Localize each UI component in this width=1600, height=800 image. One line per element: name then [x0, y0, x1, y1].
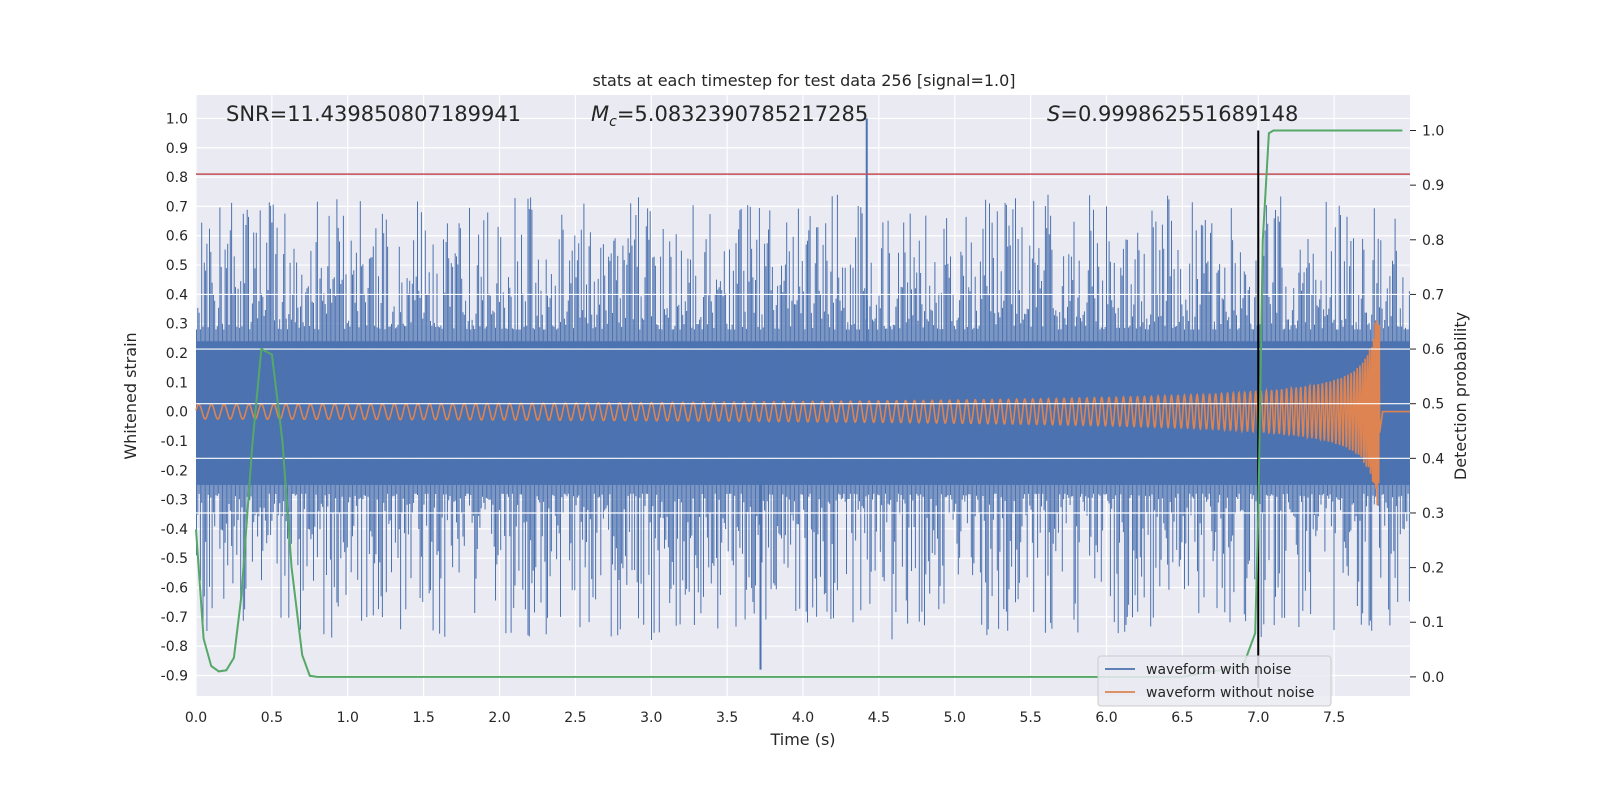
y-tick-label: 0.9 — [166, 141, 188, 157]
y2-tick-label: 0.6 — [1422, 342, 1444, 358]
x-tick-label: 1.0 — [337, 710, 359, 726]
y-axis-label: Whitened strain — [121, 332, 140, 459]
y-tick-label: 0.0 — [166, 405, 188, 421]
x-tick-label: 6.0 — [1095, 710, 1117, 726]
chirp-mass-symbol: M — [591, 102, 609, 126]
legend-label-clean: waveform without noise — [1146, 685, 1314, 701]
y2-tick-label: 1.0 — [1422, 124, 1444, 140]
y-tick-label: -0.3 — [161, 493, 188, 509]
score-value: =0.999862551689148 — [1060, 102, 1298, 126]
y-tick-label: 1.0 — [166, 111, 188, 127]
x-tick-label: 5.0 — [944, 710, 966, 726]
y-tick-label: -0.8 — [161, 639, 188, 655]
snr-annotation: SNR=11.439850807189941 — [226, 102, 521, 126]
x-tick-label: 6.5 — [1171, 710, 1193, 726]
x-tick-label: 1.5 — [412, 710, 434, 726]
y-tick-label: 0.6 — [166, 229, 188, 245]
chart-title: stats at each timestep for test data 256… — [592, 71, 1015, 90]
x-tick-label: 2.0 — [488, 710, 510, 726]
score-annotation: S=0.999862551689148 — [1047, 102, 1298, 126]
x-tick-label: 4.0 — [792, 710, 814, 726]
x-tick-label: 7.0 — [1247, 710, 1269, 726]
y2-tick-label: 0.5 — [1422, 397, 1444, 413]
y-tick-label: 0.7 — [166, 199, 188, 215]
y-tick-label: 0.5 — [166, 258, 188, 274]
y2-tick-label: 0.8 — [1422, 233, 1444, 249]
y2-tick-label: 0.7 — [1422, 287, 1444, 303]
score-symbol: S — [1047, 102, 1060, 126]
chirp-mass-value: =5.0832390785217285 — [617, 102, 868, 126]
clean-waveform — [195, 320, 1410, 506]
y-tick-label: -0.6 — [161, 581, 188, 597]
x-tick-label: 0.0 — [185, 710, 207, 726]
y-tick-label: -0.1 — [161, 434, 188, 450]
y-tick-label: 0.1 — [166, 375, 188, 391]
x-tick-label: 7.5 — [1323, 710, 1345, 726]
y2-tick-label: 0.9 — [1422, 178, 1444, 194]
y-tick-label: -0.7 — [161, 610, 188, 626]
x-tick-label: 5.5 — [1019, 710, 1041, 726]
y-tick-label: -0.9 — [161, 668, 188, 684]
chirp-mass-annotation: Mc=5.0832390785217285 — [591, 102, 868, 130]
y2-axis-ticks: 1.0 0.9 0.8 0.7 0.6 0.5 0.4 0.3 0.2 0.1 0.0 — [1410, 124, 1444, 686]
y-tick-label: 0.3 — [166, 317, 188, 333]
x-tick-label: 4.5 — [868, 710, 890, 726]
legend-label-noise: waveform with noise — [1146, 662, 1291, 678]
y2-tick-label: 0.3 — [1422, 506, 1444, 522]
detection-probability-line — [195, 129, 1403, 678]
legend-box — [1097, 655, 1332, 707]
x-axis-label: Time (s) — [769, 730, 835, 749]
y-axis-ticks: 1.0 0.9 0.8 0.7 0.6 0.5 0.4 0.3 0.2 0.1 0.0 -0.1 -0.… — [161, 111, 188, 684]
y2-axis-label: Detection probability — [1451, 312, 1470, 480]
y2-tick-label: 0.1 — [1422, 615, 1444, 631]
x-axis-ticks: 0.0 0.5 1.0 1.5 2.0 2.5 3.0 3.5 4.0 4.5 5.0 5.5 6.0 6… — [185, 710, 1345, 726]
chirp-mass-subscript: c — [609, 114, 617, 130]
overlay — [195, 129, 1410, 688]
legend: waveform with noise waveform without noi… — [1097, 655, 1332, 707]
y-tick-label: 0.4 — [166, 287, 188, 303]
y-tick-label: 0.2 — [166, 346, 188, 362]
y2-tick-label: 0.0 — [1422, 670, 1444, 686]
y2-tick-label: 0.4 — [1422, 451, 1444, 467]
y-tick-label: 0.8 — [166, 170, 188, 186]
x-tick-label: 0.5 — [261, 710, 283, 726]
clean-waveform-series — [195, 320, 1410, 506]
y-tick-label: -0.5 — [161, 551, 188, 567]
y-tick-label: -0.2 — [161, 463, 188, 479]
x-tick-label: 3.5 — [716, 710, 738, 726]
y2-tick-label: 0.2 — [1422, 561, 1444, 577]
x-tick-label: 2.5 — [564, 710, 586, 726]
y-tick-label: -0.4 — [161, 522, 188, 538]
x-tick-label: 3.0 — [640, 710, 662, 726]
